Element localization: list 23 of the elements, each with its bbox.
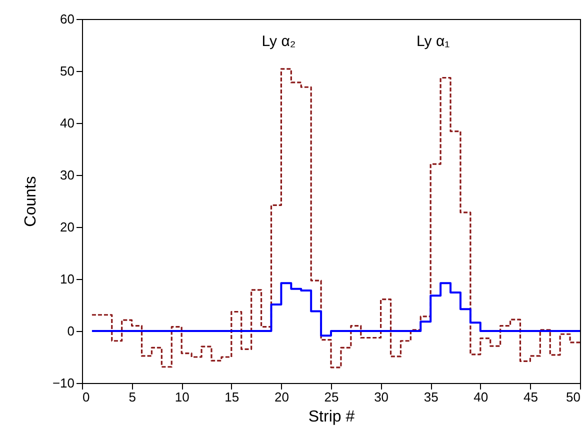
x-tick-label: 25 (324, 390, 339, 404)
y-tick-label: 20 (60, 220, 74, 234)
annotation: Ly α₁ (416, 33, 450, 50)
x-tick-label: 45 (523, 390, 538, 404)
y-tick-label: 60 (60, 12, 74, 26)
x-axis-title: Strip # (308, 408, 355, 426)
y-tick-label: 0 (67, 324, 74, 338)
x-tick-label: 50 (566, 390, 580, 404)
x-tick-label: 30 (374, 390, 389, 404)
x-tick-label: 5 (128, 390, 136, 404)
y-tick-label: 50 (60, 64, 74, 78)
x-tick-label: 40 (474, 390, 488, 404)
x-tick-label: 10 (174, 390, 190, 404)
x-tick-label: 0 (82, 390, 90, 404)
annotation: Ly α₂ (262, 33, 296, 50)
x-tick-label: 35 (424, 390, 438, 404)
x-tick-label: 15 (224, 390, 240, 404)
y-tick-label: 10 (60, 272, 74, 286)
y-tick-label: 30 (60, 168, 74, 182)
y-tick-label: 40 (60, 116, 74, 130)
y-axis-title: Counts (22, 176, 40, 227)
y-tick-label: −10 (52, 376, 74, 390)
x-tick-label: 20 (274, 390, 289, 404)
